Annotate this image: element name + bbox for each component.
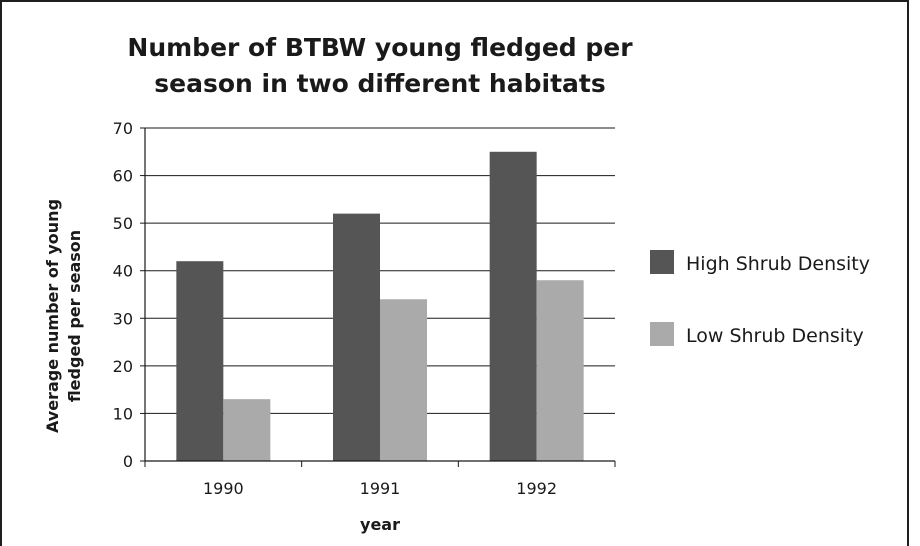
y-axis-label-line-2: fledged per season xyxy=(65,230,84,402)
legend-swatch-high-shrub-density xyxy=(650,250,674,274)
y-axis-label-line-1: Average number of young xyxy=(43,199,62,433)
y-tick-label: 50 xyxy=(113,214,133,233)
x-axis-label: year xyxy=(360,515,400,534)
y-axis-label: Average number of young fledged per seas… xyxy=(43,199,84,433)
y-tick-label: 10 xyxy=(113,404,133,423)
bar-high-shrub-density-1991 xyxy=(333,213,380,461)
x-tick-label: 1992 xyxy=(516,479,557,498)
bar-high-shrub-density-1990 xyxy=(176,261,224,461)
y-tick-label: 70 xyxy=(113,119,133,138)
x-tick-label: 1990 xyxy=(203,479,244,498)
axes xyxy=(144,128,615,462)
x-tick-labels: 1990 1991 1992 xyxy=(203,479,557,498)
chart-title-line-1: Number of BTBW young fledged per xyxy=(127,33,633,62)
bar-low-shrub-density-1992 xyxy=(536,280,584,461)
y-tick-label: 20 xyxy=(113,357,133,376)
legend-label-low-shrub-density: Low Shrub Density xyxy=(686,325,864,347)
legend: High Shrub Density Low Shrub Density xyxy=(650,250,870,347)
bar-low-shrub-density-1991 xyxy=(380,299,427,461)
chart-title-line-2: season in two different habitats xyxy=(154,69,605,98)
bars xyxy=(176,151,584,462)
y-tick-label: 40 xyxy=(113,262,133,281)
x-tick-label: 1991 xyxy=(360,479,401,498)
legend-label-high-shrub-density: High Shrub Density xyxy=(686,253,870,275)
y-tick-labels: 0 10 20 30 40 50 60 70 xyxy=(113,119,133,471)
bar-low-shrub-density-1990 xyxy=(223,399,271,461)
y-tick-label: 60 xyxy=(113,167,133,186)
y-tick-label: 30 xyxy=(113,309,133,328)
legend-swatch-low-shrub-density xyxy=(650,322,674,346)
y-tick-label: 0 xyxy=(123,452,133,471)
bar-high-shrub-density-1992 xyxy=(489,151,537,462)
